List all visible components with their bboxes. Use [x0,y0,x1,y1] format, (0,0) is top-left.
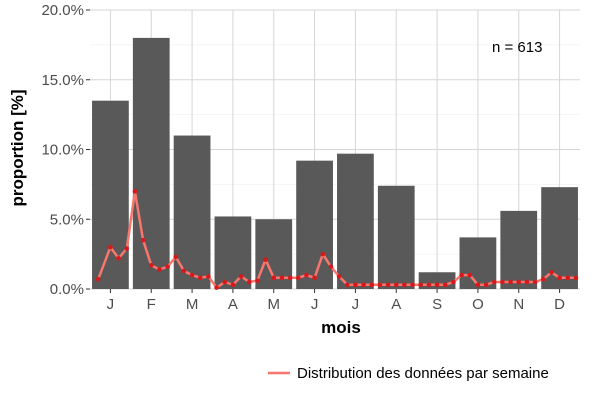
weekly-point [214,285,219,290]
weekly-point [573,275,579,281]
x-tick-label: J [352,296,360,313]
weekly-point [467,272,473,278]
weekly-point [557,275,562,281]
weekly-point [206,274,211,279]
weekly-point [304,272,309,278]
weekly-point [491,279,497,285]
month-bar [92,100,129,289]
weekly-point [279,275,285,281]
weekly-point [377,282,383,288]
weekly-point [328,264,334,269]
weekly-line-layer [95,189,579,290]
x-tick-label: A [391,296,401,313]
sample-size-annotation: n = 613 [492,39,542,56]
weekly-point [524,279,530,285]
weekly-point [475,282,481,288]
weekly-point [361,282,366,288]
weekly-point [108,244,113,250]
weekly-point [540,276,546,282]
weekly-point [459,272,464,278]
weekly-point [385,282,391,288]
month-bar [173,135,211,289]
weekly-point [312,275,317,281]
weekly-point [295,275,301,281]
legend-label: Distribution des données par semaine [297,365,549,382]
weekly-point [353,282,358,288]
x-tick-label: J [107,296,115,313]
weekly-point [410,282,415,288]
weekly-point [173,254,179,260]
weekly-point [434,282,440,288]
weekly-point [451,279,456,285]
x-tick-label: D [554,296,565,313]
month-bar [541,187,578,289]
month-bar [500,210,538,289]
x-tick-label: M [268,296,281,313]
weekly-point [140,237,146,243]
y-tick-label: 20.0% [41,2,84,19]
month-bar [296,160,333,289]
weekly-point [426,282,432,288]
month-bar [459,237,497,289]
weekly-point [157,267,162,272]
weekly-point [418,282,424,288]
weekly-point [393,282,399,288]
weekly-point [255,278,260,283]
legend: Distribution des données par semaine [268,365,549,382]
weekly-point [532,279,538,285]
weekly-point [508,279,513,285]
x-tick-label: N [513,296,524,313]
weekly-point [246,279,252,285]
weekly-point [336,274,342,279]
weekly-point [132,189,138,194]
weekly-point [500,279,505,285]
weekly-point [189,272,195,278]
x-tick-label: M [186,296,199,313]
x-tick-label: O [472,296,484,313]
weekly-point [124,246,130,251]
weekly-point [369,282,375,288]
axes-layer: 0.0% 5.0% 10.0% 15.0% 20.0% J F M A M J J A S O N D [41,2,565,313]
weekly-point [320,251,326,257]
weekly-point [165,264,170,269]
month-bar [377,185,415,289]
weekly-point [344,282,350,288]
x-axis-title: mois [321,318,361,337]
month-bar [337,153,374,289]
weekly-point [565,275,571,281]
weekly-point [263,257,268,263]
y-tick-label: 10.0% [41,142,84,159]
weekly-point [271,275,277,281]
weekly-point [95,276,101,282]
y-tick-label: 0.0% [50,281,84,298]
bars-layer [92,37,578,290]
weekly-point [116,256,121,261]
weekly-point [181,268,187,274]
weekly-point [148,262,154,268]
weekly-point [222,279,228,285]
weekly-point [442,282,448,288]
weekly-point [402,282,407,288]
x-tick-label: F [147,296,156,313]
weekly-point [238,274,244,279]
y-axis-title: proportion [%] [8,89,27,206]
y-tick-label: 5.0% [50,211,84,228]
weekly-point [230,282,236,288]
x-tick-label: S [432,296,442,313]
weekly-point [197,275,203,281]
month-bar [214,216,252,289]
weekly-point [287,275,293,281]
x-tick-label: A [228,296,238,313]
y-tick-label: 15.0% [41,72,84,89]
x-tick-label: J [311,296,319,313]
weekly-point [483,282,489,288]
month-bar [132,37,170,290]
weekly-point [516,279,522,285]
weekly-point [549,269,554,275]
